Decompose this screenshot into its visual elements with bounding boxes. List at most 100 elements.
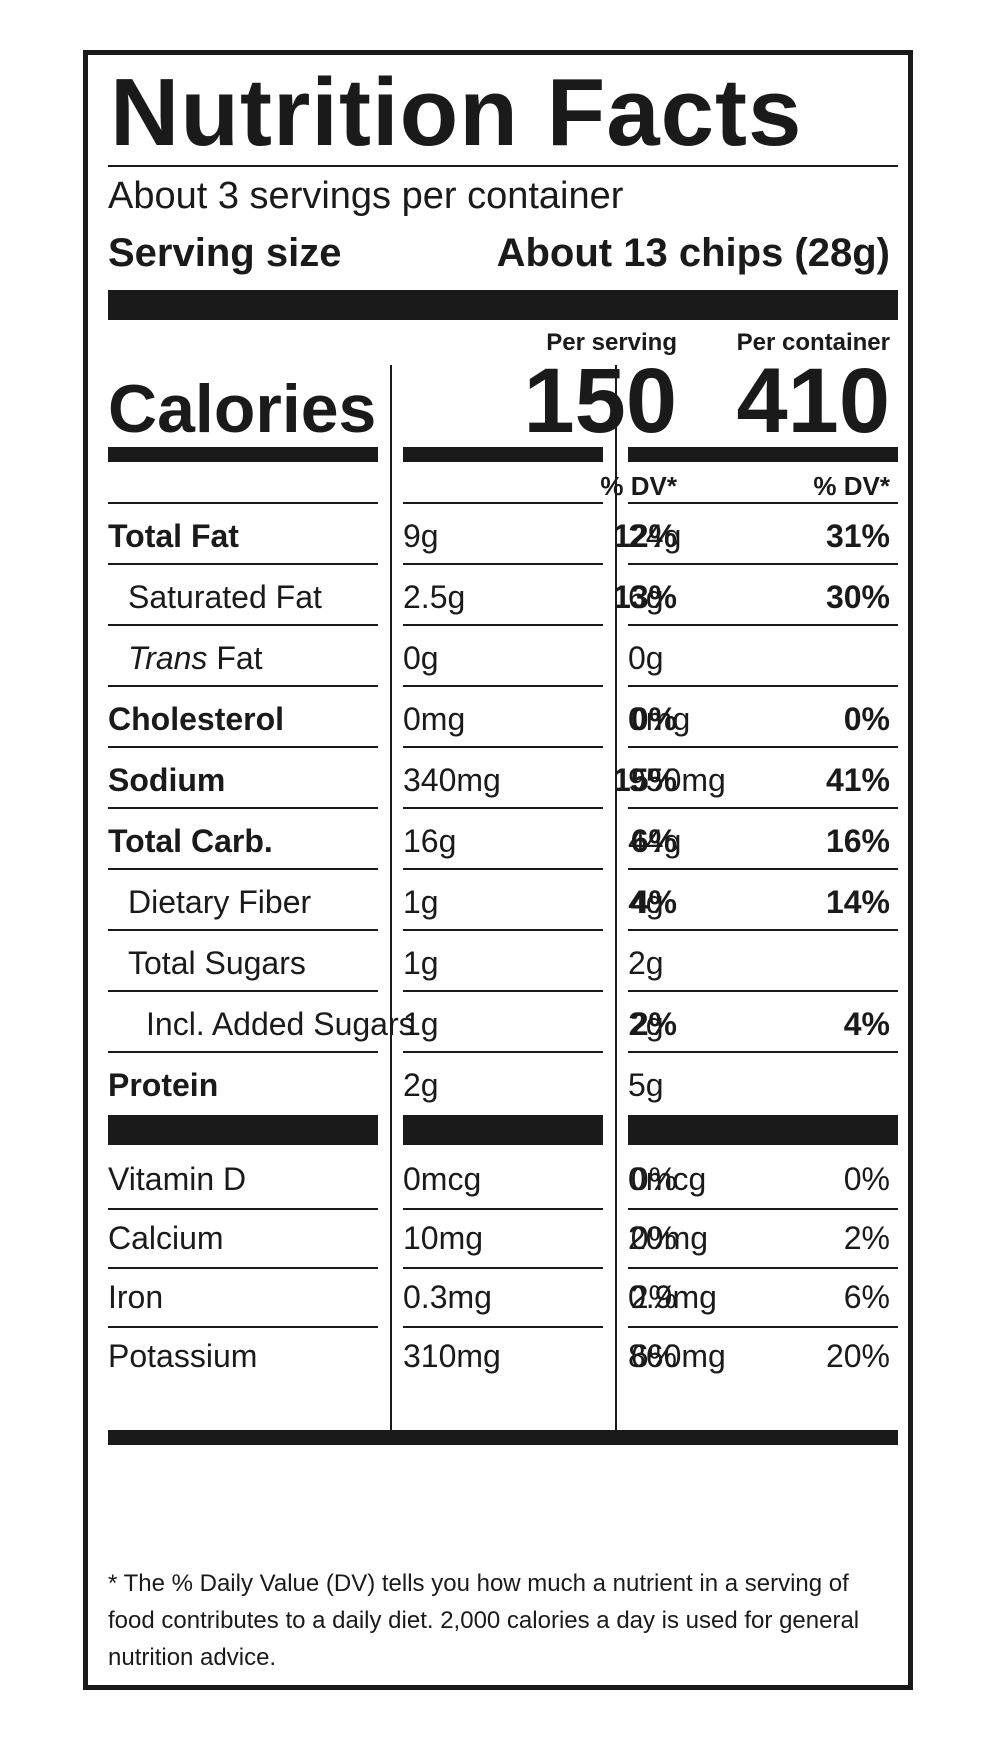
dv-header-serving: % DV*: [600, 471, 677, 501]
vitamin-divider: [108, 1326, 378, 1328]
serving-amount: 0g: [403, 640, 439, 676]
nutrient-name: Total Fat: [108, 518, 239, 554]
container-dv: 41%: [825, 762, 890, 798]
nutrient-name: Total Sugars: [128, 945, 306, 981]
container-dv: 31%: [825, 518, 890, 554]
row-divider: [628, 990, 898, 992]
row-divider: [403, 807, 603, 809]
container-dv: 30%: [825, 579, 890, 615]
nutrient-name-italic: Trans: [128, 640, 208, 676]
serving-amount: 1g: [403, 884, 439, 920]
serving-dv: 4%: [630, 884, 677, 920]
vitamin-divider: [628, 1326, 898, 1328]
row-divider: [108, 868, 378, 870]
row-divider: [403, 929, 603, 931]
row-divider: [403, 563, 603, 565]
vitamin-container-dv: 2%: [843, 1220, 890, 1256]
vitamin-serving-dv: 0%: [630, 1220, 677, 1256]
vitamin-serving-dv: 2%: [630, 1279, 677, 1315]
calories-per-container: 410: [736, 350, 891, 452]
row-divider: [628, 807, 898, 809]
container-dv: 4%: [843, 1006, 890, 1042]
vitamin-serving-amount: 310mg: [403, 1338, 501, 1374]
vitamin-container-amount: 860mg: [628, 1338, 726, 1374]
container-amount: 0mg: [628, 701, 691, 737]
row-divider: [403, 1051, 603, 1053]
serving-dv: 15%: [612, 762, 677, 798]
calories-label: Calories: [108, 371, 377, 447]
row-divider: [108, 807, 378, 809]
serving-amount: 2.5g: [403, 579, 466, 615]
row-divider: [403, 502, 603, 504]
nutrient-name: Incl. Added Sugars: [146, 1006, 415, 1042]
row-divider: [108, 929, 378, 931]
vitamin-container-dv: 6%: [843, 1279, 890, 1315]
servings-per-container: About 3 servings per container: [108, 175, 624, 217]
serving-dv: 0%: [630, 701, 677, 737]
calories-bar-mid: [403, 447, 603, 462]
container-amount: 2g: [628, 945, 664, 981]
container-dv: 14%: [825, 884, 890, 920]
vitamin-divider: [628, 1267, 898, 1269]
nutrient-name: Dietary Fiber: [128, 884, 312, 920]
serving-dv: 13%: [612, 579, 677, 615]
nutrient-name: Saturated Fat: [128, 579, 322, 615]
serving-amount: 340mg: [403, 762, 501, 798]
calories-bar-right: [628, 447, 898, 462]
serving-amount: 16g: [403, 823, 457, 859]
row-divider: [628, 868, 898, 870]
vitamin-container-dv: 0%: [843, 1161, 890, 1197]
vitamin-serving-dv: 6%: [630, 1338, 677, 1374]
dv-header-container: % DV*: [813, 471, 890, 501]
vitamin-serving-amount: 0.3mg: [403, 1279, 492, 1315]
vitamin-divider: [628, 1208, 898, 1210]
vitamin-divider: [108, 1208, 378, 1210]
thick-divider-bottom: [108, 1430, 898, 1445]
container-amount: 5g: [628, 1067, 664, 1103]
vitamin-serving-amount: 10mg: [403, 1220, 484, 1256]
nutrient-name: Trans Fat: [128, 642, 263, 674]
serving-amount: 1g: [403, 945, 439, 981]
row-divider: [403, 624, 603, 626]
vitamin-name: Calcium: [108, 1220, 224, 1256]
vitamin-name: Iron: [108, 1279, 164, 1315]
serving-amount: 0mg: [403, 701, 466, 737]
serving-dv: 2%: [630, 1006, 677, 1042]
row-divider: [108, 1051, 378, 1053]
row-divider: [108, 563, 378, 565]
container-dv: 0%: [843, 701, 890, 737]
vitamin-container-amount: 0mcg: [628, 1161, 707, 1197]
row-divider: [628, 746, 898, 748]
vitamin-bar-mid: [403, 1115, 603, 1145]
serving-amount: 9g: [403, 518, 439, 554]
thick-divider-top: [108, 290, 898, 320]
row-divider: [628, 685, 898, 687]
footnote: * The % Daily Value (DV) tells you how m…: [108, 1570, 860, 1671]
row-divider: [403, 746, 603, 748]
container-dv: 16%: [825, 823, 890, 859]
vitamin-divider: [108, 1267, 378, 1269]
vitamin-divider: [403, 1267, 603, 1269]
vitamin-divider: [403, 1326, 603, 1328]
calories-per-serving: 150: [523, 350, 678, 452]
row-divider: [628, 624, 898, 626]
vitamin-name: Vitamin D: [108, 1161, 247, 1197]
container-amount: 44g: [628, 823, 682, 859]
nutrient-name: Total Carb.: [108, 823, 273, 859]
label-title: Nutrition Facts: [110, 59, 803, 166]
serving-amount: 1g: [403, 1006, 439, 1042]
vitamin-container-dv: 20%: [825, 1338, 890, 1374]
vitamin-name: Potassium: [108, 1338, 258, 1374]
serving-size-label: Serving size: [108, 231, 342, 275]
serving-size-value: About 13 chips (28g): [496, 231, 890, 275]
row-divider: [628, 502, 898, 504]
container-amount: 0g: [628, 640, 664, 676]
nutrient-name: Protein: [108, 1067, 219, 1103]
column-divider-2: [615, 365, 617, 1435]
vitamin-container-amount: 0.9mg: [628, 1279, 717, 1315]
vitamin-bar-left: [108, 1115, 378, 1145]
container-amount: 6g: [628, 579, 664, 615]
row-divider: [108, 990, 378, 992]
row-divider: [108, 502, 378, 504]
row-divider: [403, 685, 603, 687]
